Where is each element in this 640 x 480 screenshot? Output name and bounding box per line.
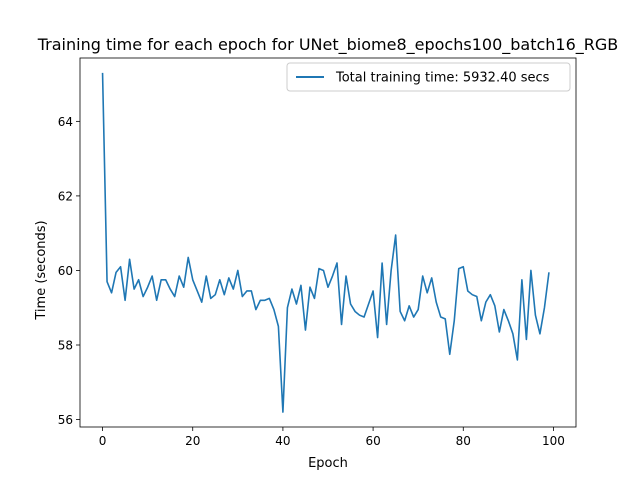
x-tick-label: 60 xyxy=(365,434,380,448)
x-tick-label: 20 xyxy=(185,434,200,448)
y-tick-label: 60 xyxy=(58,264,73,278)
legend-entry-label: Total training time: 5932.40 secs xyxy=(335,71,550,86)
y-tick-label: 56 xyxy=(58,413,73,427)
y-tick-label: 64 xyxy=(58,115,73,129)
y-tick-label: 58 xyxy=(58,339,73,353)
plot-area: 0 20 40 60 80 100 56 58 60 62 64 xyxy=(58,57,577,448)
chart-title: Training time for each epoch for UNet_bi… xyxy=(37,35,619,55)
y-axis-label: Time (seconds) xyxy=(34,220,49,320)
x-tick-label: 80 xyxy=(456,434,471,448)
x-tick-label: 40 xyxy=(275,434,290,448)
x-tick-label: 0 xyxy=(99,434,107,448)
legend: Total training time: 5932.40 secs xyxy=(286,62,571,92)
legend-box xyxy=(286,62,571,92)
y-tick-label: 62 xyxy=(58,189,73,203)
x-axis-label: Epoch xyxy=(308,456,348,471)
series-line xyxy=(101,72,550,413)
x-tick-label: 100 xyxy=(542,434,565,448)
axes-frame xyxy=(79,57,577,428)
